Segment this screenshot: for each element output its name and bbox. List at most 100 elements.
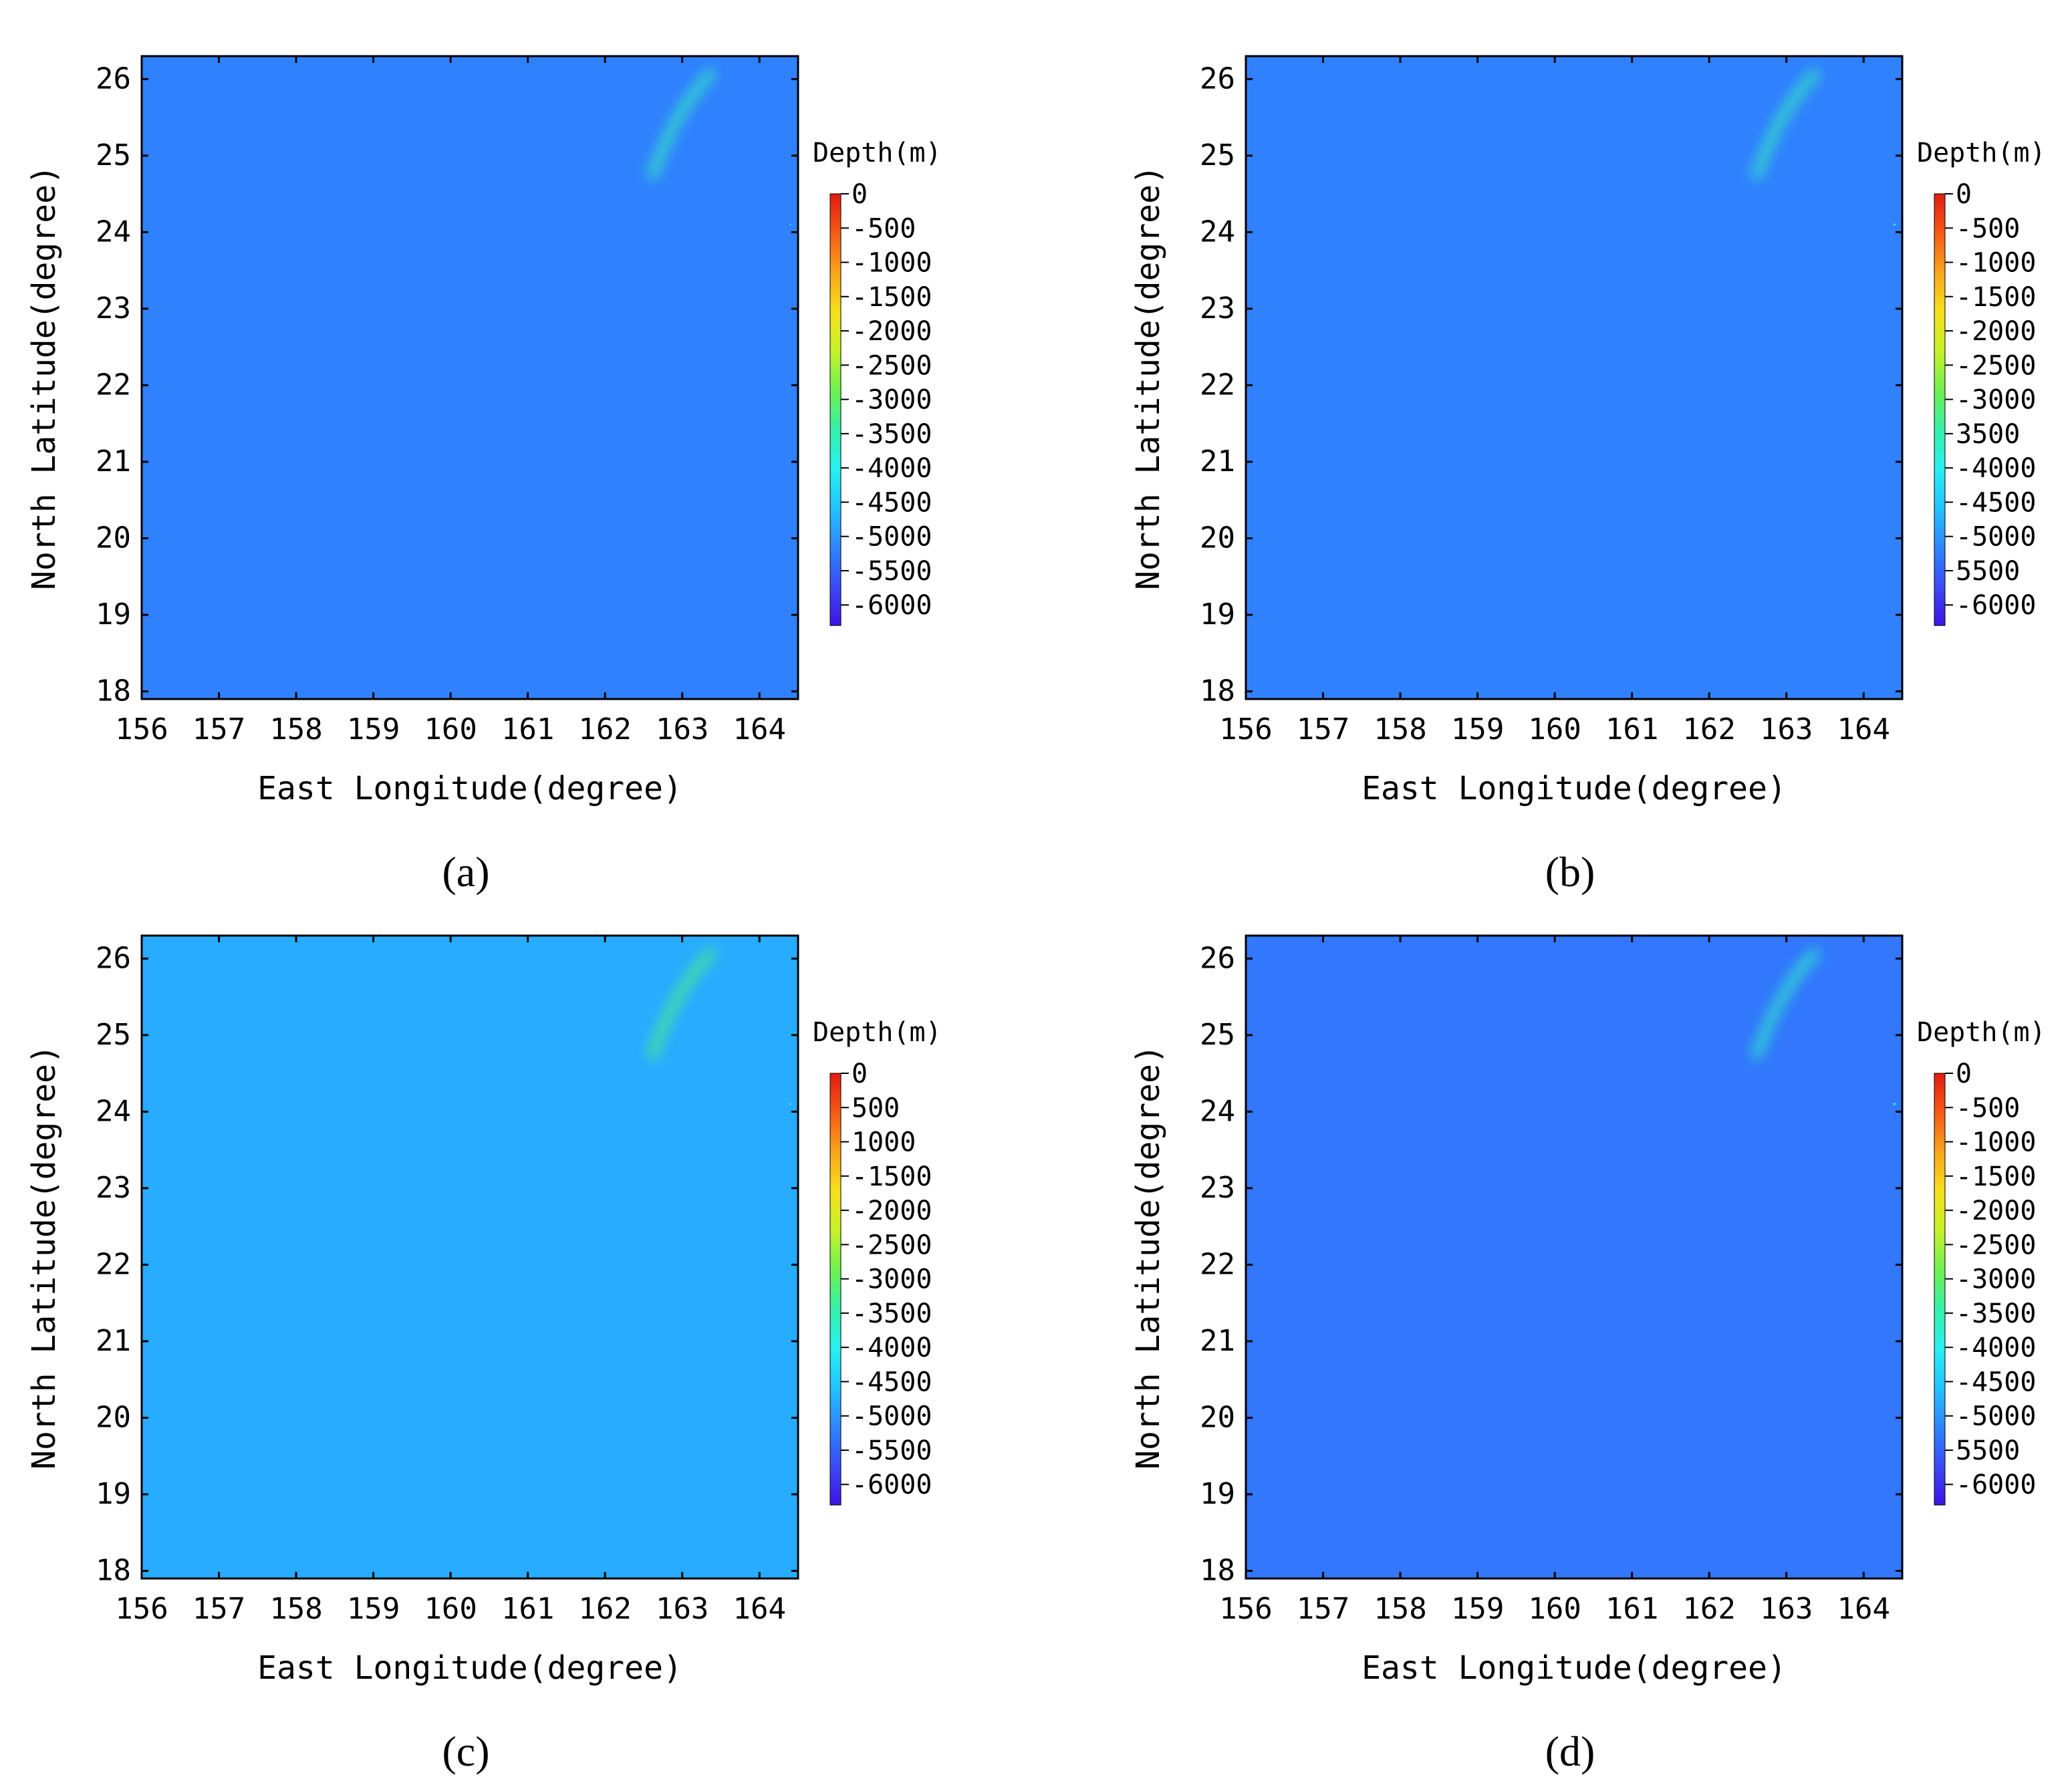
colorbar-tick-label: -2500	[1956, 1230, 2036, 1260]
colorbar-title: Depth(m)	[813, 1017, 942, 1048]
y-tick-label: 18	[1200, 1554, 1235, 1588]
colorbar-tick-label: -3000	[1956, 1264, 2036, 1295]
x-tick-label: 163	[656, 712, 708, 746]
colorbar-tick-label: -1500	[852, 1161, 932, 1192]
x-tick-label: 160	[1528, 1592, 1581, 1626]
y-axis-label: North Latitude(degree)	[1130, 1045, 1167, 1470]
panel-c: 156 157 158 159 160 161 162 163 164 18 19 20 21 22 23 2…	[25, 934, 942, 1775]
x-tick-label: 158	[269, 1592, 322, 1626]
y-tick-label: 19	[1200, 597, 1235, 632]
x-tick-label: 157	[1297, 712, 1349, 746]
colorbar-tick-label: -5000	[852, 522, 932, 553]
x-axis-label: East Longitude(degree)	[257, 770, 682, 807]
colorbar-tick-label: -3000	[1956, 385, 2036, 416]
y-tick-label: 18	[1200, 674, 1235, 708]
y-tick-label: 21	[1200, 444, 1235, 478]
colorbar-tick-label: 1000	[852, 1127, 916, 1158]
x-tick-label: 156	[115, 712, 168, 746]
colorbar: Depth(m) 0-500 -1000-1500-2000-2500 -300035…	[1917, 138, 2046, 626]
colorbar-tick-label: -1500	[1956, 282, 2036, 313]
colorbar-tick-label: -500	[1956, 213, 2020, 244]
y-tick-label: 18	[96, 1554, 131, 1588]
colorbar-tick-label: 0	[1956, 1059, 1972, 1089]
seafloor-background	[1246, 936, 1902, 1579]
y-tick-label: 22	[96, 1247, 131, 1281]
x-tick-label: 160	[1528, 712, 1581, 746]
y-tick-label: 24	[96, 215, 131, 249]
y-tick-label: 23	[1200, 291, 1235, 325]
colorbar-tick-label: -5500	[852, 1435, 932, 1466]
y-tick-label: 25	[1200, 138, 1235, 172]
colorbar-tick-label: -5000	[852, 1401, 932, 1432]
x-tick-label: 162	[578, 1592, 631, 1626]
y-tick-label: 19	[1200, 1477, 1235, 1511]
x-axis-label: East Longitude(degree)	[257, 1649, 682, 1687]
x-tick-label: 158	[1374, 712, 1426, 746]
colorbar-tick-label: -1500	[1956, 1161, 2036, 1192]
heatmap-a	[142, 56, 798, 699]
ridge-mark	[647, 68, 717, 180]
colorbar-tick-label: 0	[852, 179, 868, 210]
colorbar: Depth(m)0-500-1000-1500-2000-2500-3000-3…	[1917, 1017, 2046, 1506]
x-tick-label: 159	[1451, 1592, 1504, 1626]
plot-frame	[1245, 55, 1904, 700]
colorbar-tick-label: -2000	[1956, 1196, 2036, 1226]
y-tick-label: 23	[96, 1171, 131, 1205]
y-tick-label: 21	[96, 444, 131, 478]
colorbar-tick-label: -3000	[852, 1264, 932, 1295]
x-tick-label: 163	[656, 1592, 708, 1626]
colorbar: Depth(m)0-500-1000-1500-2000-2500-3000-3…	[813, 138, 942, 626]
panel-label: (d)	[1545, 1728, 1595, 1775]
x-tick-label: 156	[115, 1592, 168, 1626]
x-tick-label: 160	[424, 1592, 477, 1626]
y-tick-label: 18	[96, 674, 131, 708]
y-axis-label: North Latitude(degree)	[25, 165, 63, 590]
y-tick-label: 21	[1200, 1324, 1235, 1358]
colorbar-gradient	[1934, 1073, 1946, 1506]
colorbar-tick-label: 500	[852, 1093, 900, 1123]
seamount-mark	[789, 223, 792, 226]
colorbar-title: Depth(m)	[1917, 138, 2046, 168]
panel-b: 156 157 158 159 160 161 162 163 164 18 19 20 21 22 23 2…	[1130, 55, 2046, 896]
colorbar-tick-label: 0	[1956, 179, 1972, 210]
y-tick-label: 26	[1200, 61, 1235, 96]
x-tick-label: 157	[192, 1592, 245, 1626]
y-tick-label: 24	[1200, 215, 1235, 249]
colorbar-tick-label: -6000	[852, 590, 932, 621]
colorbar-tick-label: -4500	[1956, 1367, 2036, 1397]
y-tick-label: 26	[96, 61, 131, 96]
y-tick-label: 23	[96, 291, 131, 325]
colorbar-tick-label: -5000	[1956, 1401, 2036, 1432]
plot-frame	[140, 934, 799, 1580]
x-tick-label: 156	[1219, 1592, 1272, 1626]
x-tick-label: 161	[1605, 712, 1658, 746]
colorbar-tick-label: -3000	[852, 385, 932, 416]
panel-d: 156 157 158 159 160 161 162 163 164 18 19 20 21 22 23 2…	[1130, 934, 2046, 1775]
seamount-mark	[1892, 223, 1897, 227]
x-tick-label: 159	[1451, 712, 1504, 746]
heatmap-b	[1246, 56, 1902, 699]
colorbar-tick-label: -4000	[1956, 453, 2036, 484]
y-tick-label: 25	[96, 138, 131, 172]
colorbar-tick-label: -4500	[852, 1367, 932, 1397]
panel-a: 156 157 158 159 160 161 162 163 164 18 19 20 21 22 23 2…	[25, 55, 942, 896]
x-tick-label: 161	[501, 712, 554, 746]
y-axis-label: North Latitude(degree)	[25, 1045, 63, 1470]
colorbar-tick-label: 0	[852, 1059, 868, 1089]
y-tick-label: 20	[1200, 1401, 1235, 1435]
y-tick-label: 22	[1200, 368, 1235, 402]
heatmap-c	[142, 936, 798, 1579]
x-tick-label: 162	[1682, 1592, 1735, 1626]
colorbar-tick-label: 5500	[1956, 1435, 2020, 1466]
x-tick-label: 164	[733, 712, 785, 746]
seamount-mark	[1892, 1102, 1897, 1106]
colorbar-tick-label: 5500	[1956, 556, 2020, 587]
y-tick-label: 21	[96, 1324, 131, 1358]
seamount-mark	[789, 1103, 792, 1105]
colorbar-tick-label: -1500	[852, 282, 932, 313]
y-tick-label: 20	[96, 1401, 131, 1435]
y-tick-label: 26	[1200, 941, 1235, 975]
colorbar-tick-label: -3500	[1956, 1298, 2036, 1329]
colorbar-tick-label: -2500	[852, 1230, 932, 1260]
colorbar-title: Depth(m)	[1917, 1017, 2046, 1048]
